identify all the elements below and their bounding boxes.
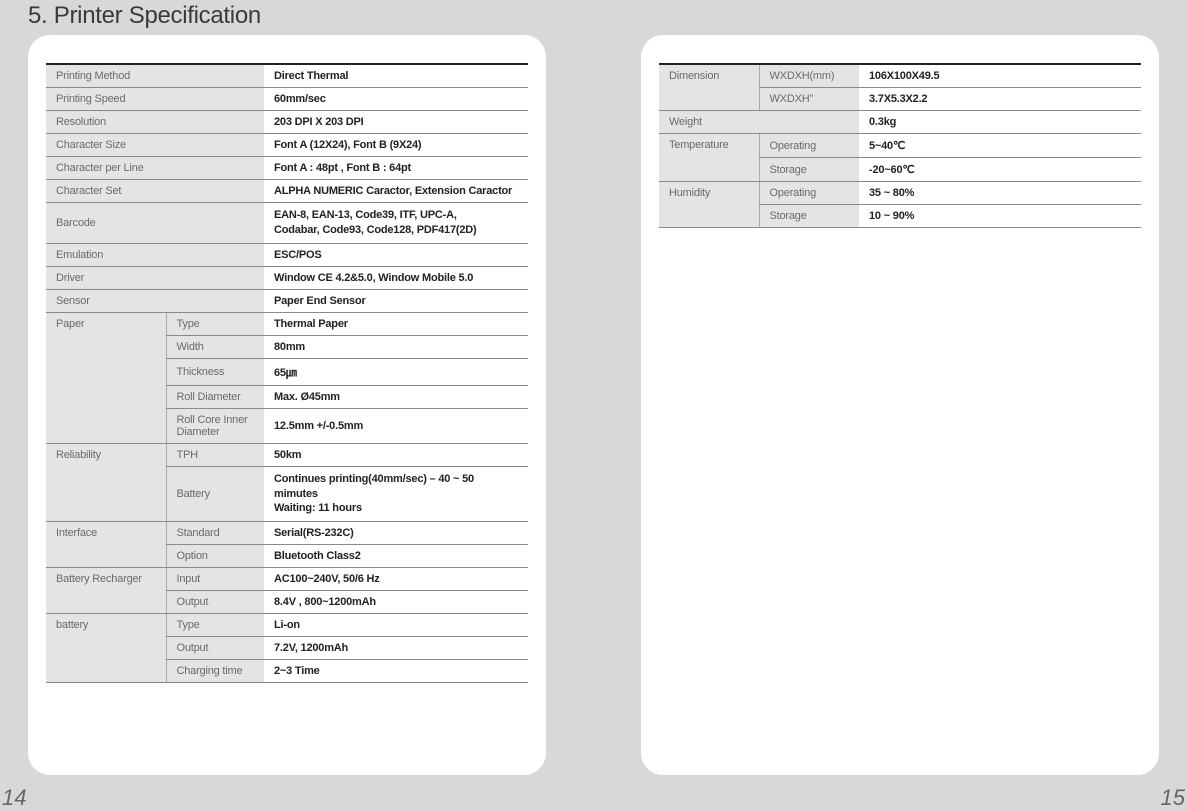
spec-value: ALPHA NUMERIC Caractor, Extension Caract…: [264, 180, 528, 203]
spec-value: 60mm/sec: [264, 88, 528, 111]
spec-value: 35 ~ 80%: [859, 182, 1141, 205]
table-row: Character SetALPHA NUMERIC Caractor, Ext…: [46, 180, 528, 203]
spec-value: 8.4V , 800~1200mAh: [264, 591, 528, 614]
spec-sublabel: Operating: [759, 134, 859, 158]
spec-value: 50km: [264, 443, 528, 466]
spec-value: 0.3kg: [859, 111, 1141, 134]
table-row: BarcodeEAN-8, EAN-13, Code39, ITF, UPC-A…: [46, 203, 528, 244]
spec-label: Driver: [46, 266, 264, 289]
spec-sublabel: Charging time: [166, 660, 264, 683]
page-number-left: 14: [2, 785, 26, 811]
spec-value: Font A : 48pt , Font B : 64pt: [264, 157, 528, 180]
table-row: Printing MethodDirect Thermal: [46, 64, 528, 88]
spec-group: Reliability: [46, 443, 166, 522]
left-panel: Printing MethodDirect Thermal Printing S…: [28, 35, 546, 775]
spec-sublabel: Storage: [759, 158, 859, 182]
spec-value: ESC/POS: [264, 243, 528, 266]
spec-label: Character per Line: [46, 157, 264, 180]
spec-label: Resolution: [46, 111, 264, 134]
spec-sublabel: Operating: [759, 182, 859, 205]
spec-label: Barcode: [46, 203, 264, 244]
spec-sublabel: Roll Diameter: [166, 385, 264, 408]
table-row: Battery RechargerInputAC100~240V, 50/6 H…: [46, 568, 528, 591]
table-row: Resolution203 DPI X 203 DPI: [46, 111, 528, 134]
spec-label: Emulation: [46, 243, 264, 266]
spec-sublabel: Output: [166, 591, 264, 614]
spec-group: Humidity: [659, 182, 759, 228]
spec-value: Li-on: [264, 614, 528, 637]
table-row: DimensionWXDXH(mm)106X100X49.5: [659, 64, 1141, 88]
spec-value: -20~60℃: [859, 158, 1141, 182]
table-row: PaperTypeThermal Paper: [46, 312, 528, 335]
spec-sublabel: Thickness: [166, 358, 264, 385]
table-row: HumidityOperating35 ~ 80%: [659, 182, 1141, 205]
spec-value: 80mm: [264, 335, 528, 358]
spec-value: Window CE 4.2&5.0, Window Mobile 5.0: [264, 266, 528, 289]
spec-label: Weight: [659, 111, 859, 134]
spec-sublabel: Width: [166, 335, 264, 358]
spec-sublabel: Input: [166, 568, 264, 591]
spec-sublabel: WXDXH": [759, 88, 859, 111]
spec-value: 5~40℃: [859, 134, 1141, 158]
spec-label: Sensor: [46, 289, 264, 312]
spec-label: Printing Speed: [46, 88, 264, 111]
spec-sublabel: WXDXH(mm): [759, 64, 859, 88]
table-row: Character per LineFont A : 48pt , Font B…: [46, 157, 528, 180]
spec-value: Font A (12X24), Font B (9X24): [264, 134, 528, 157]
spec-table-left: Printing MethodDirect Thermal Printing S…: [46, 63, 528, 683]
spec-value: AC100~240V, 50/6 Hz: [264, 568, 528, 591]
table-row: Printing Speed60mm/sec: [46, 88, 528, 111]
spec-value: Direct Thermal: [264, 64, 528, 88]
spec-group: battery: [46, 614, 166, 683]
spec-group: Temperature: [659, 134, 759, 182]
table-row: ReliabilityTPH50km: [46, 443, 528, 466]
page-number-right: 15: [1161, 785, 1185, 811]
table-row: Character SizeFont A (12X24), Font B (9X…: [46, 134, 528, 157]
spec-value: Max. Ø45mm: [264, 385, 528, 408]
spec-value: EAN-8, EAN-13, Code39, ITF, UPC-A,Codaba…: [264, 203, 528, 244]
right-panel: DimensionWXDXH(mm)106X100X49.5WXDXH"3.7X…: [641, 35, 1159, 775]
table-row: Weight0.3kg: [659, 111, 1141, 134]
spec-label: Character Set: [46, 180, 264, 203]
spec-value: 12.5mm +/-0.5mm: [264, 408, 528, 443]
page-title: 5. Printer Specification: [28, 2, 261, 30]
spec-group: Paper: [46, 312, 166, 443]
spec-sublabel: Roll Core Inner Diameter: [166, 408, 264, 443]
spec-group: Battery Recharger: [46, 568, 166, 614]
spec-value: Continues printing(40mm/sec) – 40 ~ 50 m…: [264, 466, 528, 522]
spec-value: 106X100X49.5: [859, 64, 1141, 88]
spec-table-right: DimensionWXDXH(mm)106X100X49.5WXDXH"3.7X…: [659, 63, 1141, 228]
spec-sublabel: Battery: [166, 466, 264, 522]
spec-value: Thermal Paper: [264, 312, 528, 335]
spec-value: 3.7X5.3X2.2: [859, 88, 1141, 111]
spec-group: Dimension: [659, 64, 759, 111]
spec-group: Interface: [46, 522, 166, 568]
spec-value: 65㎛: [264, 358, 528, 385]
spec-label: Character Size: [46, 134, 264, 157]
table-row: batteryTypeLi-on: [46, 614, 528, 637]
spec-value: Bluetooth Class2: [264, 545, 528, 568]
table-row: EmulationESC/POS: [46, 243, 528, 266]
spec-sublabel: Option: [166, 545, 264, 568]
spec-sublabel: TPH: [166, 443, 264, 466]
spec-value: 203 DPI X 203 DPI: [264, 111, 528, 134]
spec-value: Paper End Sensor: [264, 289, 528, 312]
spec-sublabel: Output: [166, 637, 264, 660]
spec-value: 7.2V, 1200mAh: [264, 637, 528, 660]
spec-label: Printing Method: [46, 64, 264, 88]
table-row: TemperatureOperating5~40℃: [659, 134, 1141, 158]
spec-sublabel: Storage: [759, 205, 859, 228]
spec-sublabel: Type: [166, 614, 264, 637]
table-row: DriverWindow CE 4.2&5.0, Window Mobile 5…: [46, 266, 528, 289]
spec-sublabel: Type: [166, 312, 264, 335]
spec-value: 2~3 Time: [264, 660, 528, 683]
table-row: InterfaceStandardSerial(RS-232C): [46, 522, 528, 545]
spec-sublabel: Standard: [166, 522, 264, 545]
spec-value: 10 ~ 90%: [859, 205, 1141, 228]
table-row: SensorPaper End Sensor: [46, 289, 528, 312]
spec-value: Serial(RS-232C): [264, 522, 528, 545]
